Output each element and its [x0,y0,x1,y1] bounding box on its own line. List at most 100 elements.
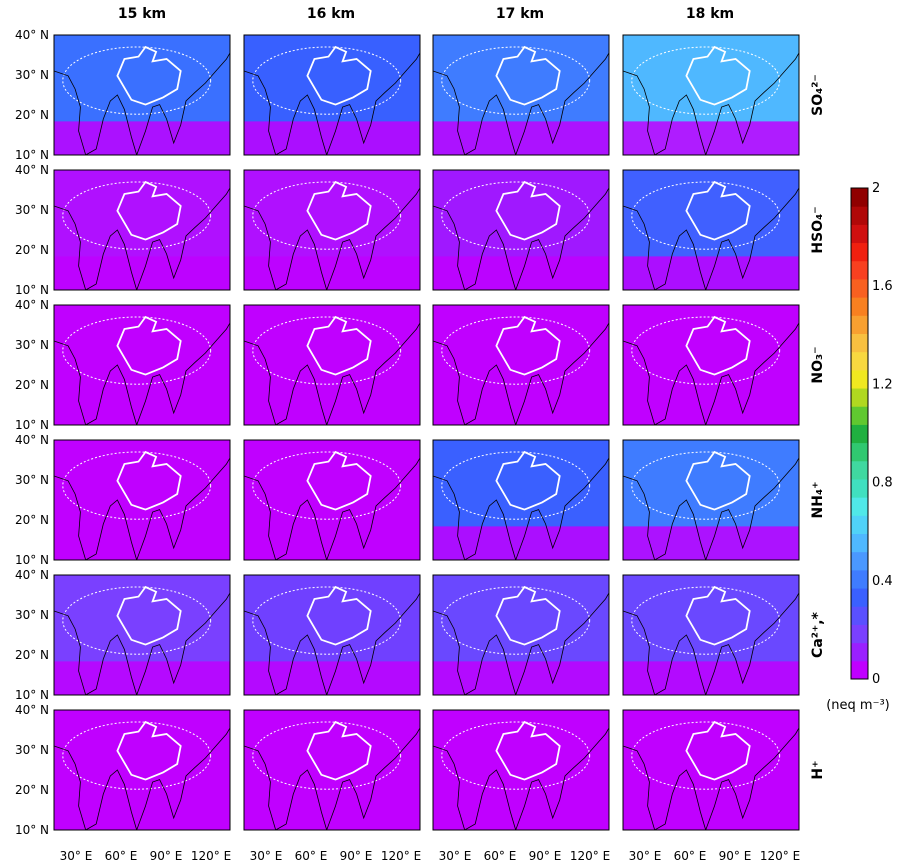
map-panel-r3-c2 [243,304,421,426]
column-title-1: 15 km [118,6,166,22]
colorbar-tick-label: 1.2 [872,377,893,392]
colorbar-swatch [851,351,868,371]
lat-tick-label: 10° N [15,148,49,162]
colorbar: 0 0.4 0.8 1.2 1.6 2 [850,181,893,687]
colorbar-tick-label: 2 [872,181,880,196]
colorbar-unit: (neq m⁻³) [826,698,890,713]
lon-tick-label: 60° E [674,849,707,863]
map-panel-r4-c4 [622,439,800,561]
colorbar-swatch [851,642,868,662]
colorbar-swatch [851,551,868,571]
map-panel-r4-c2 [243,439,421,561]
lat-tick-label: 10° N [15,823,49,837]
colorbar-swatch [851,206,868,225]
map-panel-r2-c4 [622,169,800,291]
lon-tick-label: 90° E [150,849,183,863]
map-panel-r6-c3 [432,709,610,831]
colorbar-swatch [851,260,868,280]
lon-tick-label: 60° E [484,849,517,863]
lat-tick-label: 30° N [15,743,49,757]
lat-tick-label: 40° N [15,433,49,447]
row-labels: SO₄²⁻ HSO₄⁻ NO₃⁻ NH₄⁺ Ca²⁺,* H⁺ [810,74,826,779]
map-panel-r2-c1 [53,169,231,291]
lat-tick-label: 10° N [15,688,49,702]
lon-tick-label: 120° E [381,849,421,863]
column-title-3: 17 km [496,6,544,22]
colorbar-swatch [851,369,868,389]
row-label-hso4: HSO₄⁻ [810,206,826,253]
lat-tick-label: 30° N [15,68,49,82]
lon-tick-label: 60° E [105,849,138,863]
map-panel-r1-c3 [432,34,610,156]
colorbar-swatch [851,606,868,625]
colorbar-swatch [851,406,868,425]
colorbar-swatch [851,424,868,444]
longitude-labels: 30° E 60° E 90° E 120° E 30° E 60° E 90° E 120°… [60,849,800,863]
colorbar-swatch [851,297,868,316]
column-title-4: 18 km [686,6,734,22]
colorbar-swatch [851,224,868,244]
lat-tick-label: 20° N [15,378,49,392]
map-panel-r3-c3 [432,304,610,426]
lat-tick-label: 40° N [15,298,49,312]
lat-tick-label: 40° N [15,568,49,582]
colorbar-swatch [851,388,868,407]
lon-tick-label: 30° E [250,849,283,863]
lon-tick-label: 120° E [760,849,800,863]
colorbar-swatch [851,624,868,644]
column-title-2: 16 km [307,6,355,22]
lat-tick-label: 40° N [15,28,49,42]
colorbar-swatch [851,333,868,353]
map-panel-r5-c1 [53,574,231,696]
colorbar-swatch [851,569,868,589]
colorbar-tick-label: 0 [872,672,880,687]
lat-tick-label: 20° N [15,108,49,122]
lon-tick-label: 90° E [340,849,373,863]
colorbar-tick-label: 0.4 [872,574,893,589]
colorbar-swatch [851,315,868,334]
colorbar-tick-label: 0.8 [872,476,893,491]
colorbar-swatch [851,460,868,480]
lat-tick-label: 40° N [15,703,49,717]
colorbar-tick-label: 1.6 [872,279,893,294]
map-panel-r1-c4 [622,34,800,156]
lon-tick-label: 90° E [719,849,752,863]
lat-tick-label: 10° N [15,553,49,567]
lat-tick-label: 20° N [15,513,49,527]
lat-tick-label: 10° N [15,283,49,297]
row-label-no3: NO₃⁻ [810,346,826,383]
colorbar-swatch [851,278,868,298]
map-panel-r5-c3 [432,574,610,696]
lon-tick-label: 30° E [60,849,93,863]
colorbar-swatch [851,588,868,607]
map-panel-r1-c1 [53,34,231,156]
lon-tick-label: 60° E [295,849,328,863]
lat-tick-label: 30° N [15,473,49,487]
colorbar-swatch [851,533,868,553]
lat-tick-label: 30° N [15,608,49,622]
lon-tick-label: 120° E [191,849,231,863]
lat-tick-label: 20° N [15,243,49,257]
map-panel-r5-c2 [243,574,421,696]
lat-tick-label: 30° N [15,203,49,217]
row-label-ca: Ca²⁺,* [810,611,826,658]
map-panel-r3-c4 [622,304,800,426]
lon-tick-label: 30° E [629,849,662,863]
map-panel-r6-c4 [622,709,800,831]
map-panel-r1-c2 [243,34,421,156]
lat-tick-label: 30° N [15,338,49,352]
colorbar-swatch [851,515,868,535]
lon-tick-label: 30° E [439,849,472,863]
colorbar-swatch [851,478,868,498]
map-panel-r2-c2 [243,169,421,291]
latitude-labels: 10° N20° N30° N40° N10° N20° N30° N40° N… [15,28,49,837]
row-label-so4: SO₄²⁻ [810,74,826,116]
lat-tick-label: 20° N [15,783,49,797]
colorbar-swatch [851,442,868,462]
colorbar-swatch [851,660,868,680]
panel-grid [53,34,800,831]
colorbar-swatch [851,497,868,516]
map-panel-r5-c4 [622,574,800,696]
map-panel-r2-c3 [432,169,610,291]
